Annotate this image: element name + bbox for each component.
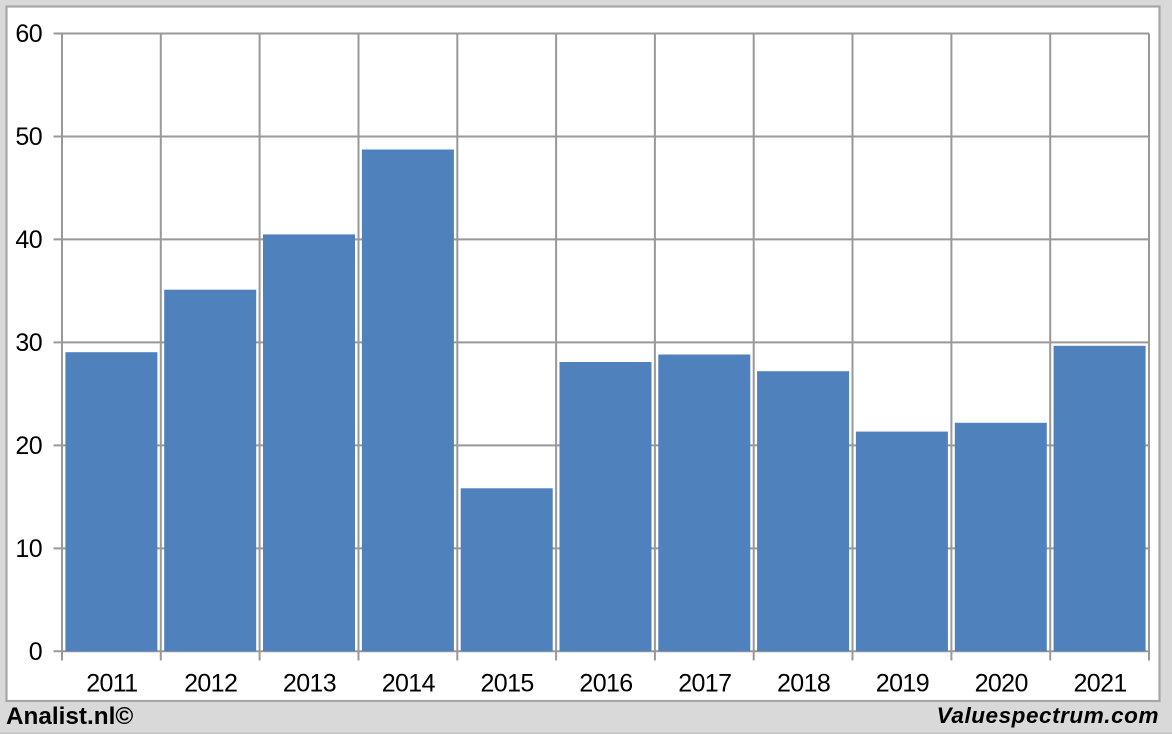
svg-text:2015: 2015: [480, 670, 533, 698]
svg-text:2019: 2019: [876, 670, 929, 698]
svg-text:20: 20: [15, 432, 42, 460]
svg-text:2016: 2016: [579, 670, 632, 698]
svg-text:Analist.nl©: Analist.nl©: [6, 703, 133, 730]
svg-text:0: 0: [29, 638, 42, 666]
svg-text:40: 40: [15, 226, 42, 254]
svg-text:60: 60: [15, 20, 42, 48]
svg-text:2011: 2011: [86, 670, 137, 698]
svg-text:30: 30: [15, 329, 42, 357]
svg-text:2020: 2020: [975, 670, 1028, 698]
svg-text:2021: 2021: [1073, 670, 1126, 698]
svg-text:50: 50: [15, 123, 42, 151]
svg-text:10: 10: [15, 535, 42, 563]
svg-text:2017: 2017: [678, 670, 731, 698]
svg-text:2012: 2012: [184, 670, 237, 698]
svg-text:Valuespectrum.com: Valuespectrum.com: [937, 703, 1159, 728]
svg-text:2018: 2018: [777, 670, 830, 698]
svg-text:2014: 2014: [382, 670, 436, 698]
svg-text:2013: 2013: [283, 670, 336, 698]
